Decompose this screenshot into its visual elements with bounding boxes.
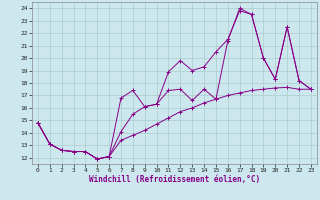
X-axis label: Windchill (Refroidissement éolien,°C): Windchill (Refroidissement éolien,°C): [89, 175, 260, 184]
